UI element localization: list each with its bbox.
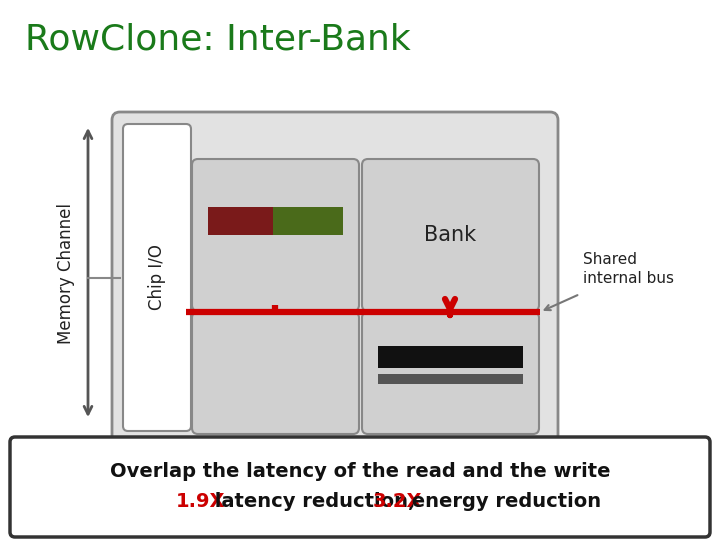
Bar bbox=[378, 346, 523, 368]
Text: Overlap the latency of the read and the write: Overlap the latency of the read and the … bbox=[109, 462, 611, 481]
FancyBboxPatch shape bbox=[123, 124, 191, 431]
Bar bbox=[273, 207, 343, 235]
FancyBboxPatch shape bbox=[10, 437, 710, 537]
FancyBboxPatch shape bbox=[192, 159, 359, 311]
Bar bbox=[208, 207, 273, 235]
FancyBboxPatch shape bbox=[362, 312, 539, 434]
Text: 1.9X: 1.9X bbox=[176, 492, 225, 511]
FancyBboxPatch shape bbox=[362, 159, 539, 311]
Text: Shared
internal bus: Shared internal bus bbox=[583, 252, 674, 286]
Text: latency reduction,: latency reduction, bbox=[208, 492, 423, 511]
FancyBboxPatch shape bbox=[112, 112, 558, 443]
Text: 3.2X: 3.2X bbox=[372, 492, 422, 511]
Text: Memory Channel: Memory Channel bbox=[57, 202, 75, 343]
Text: Chip I/O: Chip I/O bbox=[148, 245, 166, 310]
Text: Bank: Bank bbox=[424, 225, 477, 245]
Bar bbox=[378, 374, 523, 384]
Text: energy reduction: energy reduction bbox=[405, 492, 601, 511]
Text: RowClone: Inter-Bank: RowClone: Inter-Bank bbox=[25, 22, 410, 56]
FancyBboxPatch shape bbox=[192, 312, 359, 434]
